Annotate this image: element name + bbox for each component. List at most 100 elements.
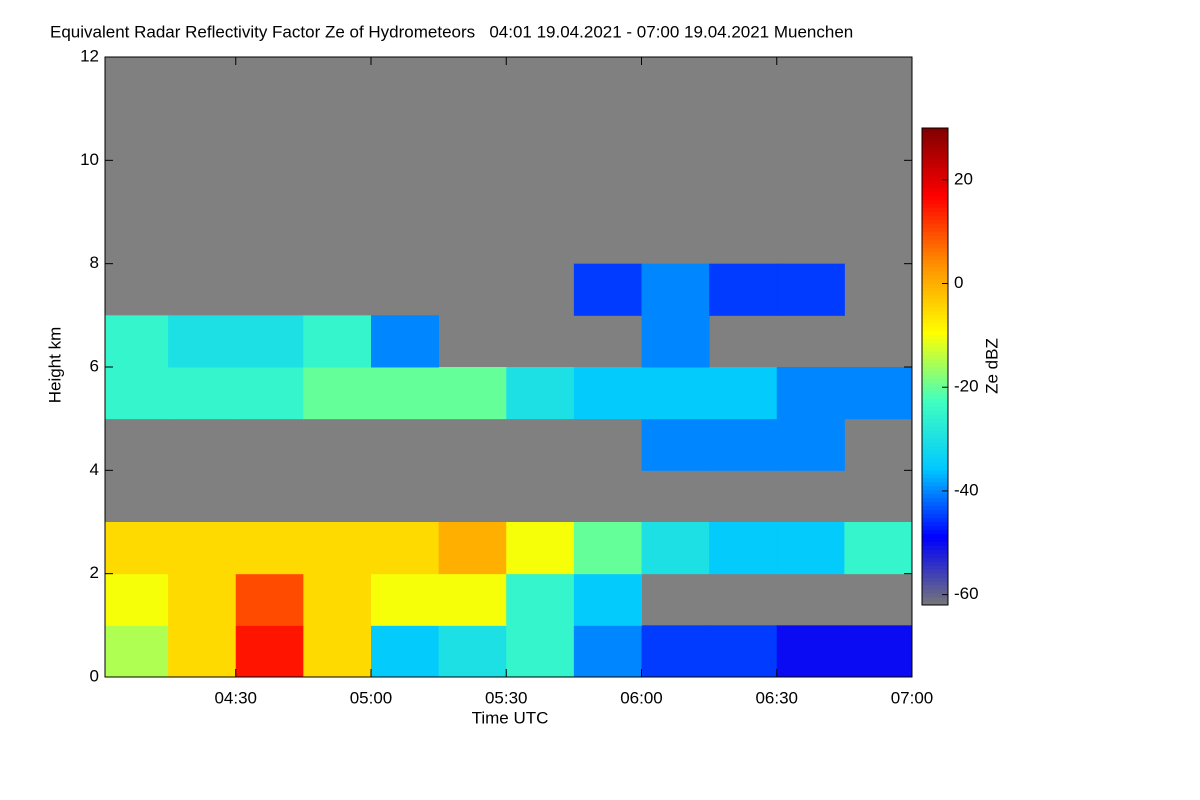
heatmap-cell — [235, 573, 304, 626]
colorbar-segment — [922, 473, 948, 479]
colorbar-segment — [922, 485, 948, 491]
colorbar-segment — [922, 318, 948, 324]
colorbar-segment — [922, 589, 948, 594]
colorbar-title: Ze dBZ — [982, 338, 1001, 394]
colorbar-segment — [922, 497, 948, 503]
colorbar-segment — [922, 135, 948, 141]
heatmap-cell — [303, 522, 372, 575]
colorbar-segment — [922, 294, 948, 300]
heatmap-cell — [168, 573, 237, 626]
colorbar-segment — [922, 457, 948, 463]
colorbar-segment — [922, 350, 948, 356]
colorbar-segment — [922, 366, 948, 371]
colorbar-segment — [922, 215, 948, 220]
colorbar-segment — [922, 287, 948, 292]
heatmap-cell — [641, 418, 710, 471]
heatmap-cell — [168, 367, 237, 420]
colorbar-segment — [922, 505, 948, 511]
heatmap-cell — [641, 367, 710, 420]
colorbar-segment — [922, 517, 948, 523]
colorbar-segment — [922, 577, 948, 582]
heatmap-cell — [105, 573, 169, 626]
heatmap-cell — [573, 367, 642, 420]
colorbar-segment — [922, 493, 948, 499]
colorbar-segment — [922, 314, 948, 320]
colorbar-segment — [922, 374, 948, 379]
colorbar-segment — [922, 310, 948, 316]
colorbar-segment — [922, 195, 948, 201]
y-tick-label: 10 — [80, 150, 99, 169]
colorbar-segment — [922, 298, 948, 304]
heatmap-cell — [844, 625, 913, 678]
x-tick-label: 04:30 — [214, 688, 257, 707]
colorbar-segment — [922, 434, 948, 439]
colorbar-segment — [922, 259, 948, 264]
colorbar-segment — [922, 275, 948, 280]
colorbar-segment — [922, 549, 948, 554]
colorbar-segment — [922, 255, 948, 260]
heatmap-cell — [438, 367, 507, 420]
colorbar-segment — [922, 481, 948, 487]
colorbar-segment — [922, 326, 948, 332]
colorbar-segment — [922, 223, 948, 228]
colorbar-tick-label: -20 — [954, 377, 979, 396]
colorbar-segment — [922, 573, 948, 578]
colorbar-segment — [922, 553, 948, 558]
colorbar-segment — [922, 442, 948, 447]
heatmap-cell — [506, 522, 575, 575]
colorbar-segment — [922, 569, 948, 574]
colorbar-segment — [922, 163, 948, 169]
colorbar-segment — [922, 302, 948, 308]
colorbar-segment — [922, 211, 948, 216]
colorbar-segment — [922, 537, 948, 542]
colorbar-segment — [922, 151, 948, 157]
colorbar-segment — [922, 235, 948, 240]
heatmap-cell — [709, 367, 778, 420]
x-tick-label: 06:30 — [755, 688, 798, 707]
heatmap-cell — [641, 315, 710, 368]
heatmap-cell — [709, 418, 778, 471]
chart-title: Equivalent Radar Reflectivity Factor Ze … — [50, 22, 853, 41]
heatmap-cell — [776, 263, 845, 316]
heatmap-cell — [235, 367, 304, 420]
y-tick-label: 8 — [90, 253, 99, 272]
heatmap-cell — [641, 263, 710, 316]
heatmap-cell — [370, 315, 440, 368]
colorbar-segment — [922, 438, 948, 443]
colorbar-segment — [922, 557, 948, 562]
colorbar-segment — [922, 446, 948, 451]
colorbar-segment — [922, 167, 948, 173]
colorbar-segment — [922, 386, 948, 391]
heatmap-cell — [573, 522, 642, 575]
colorbar-segment — [922, 179, 948, 185]
colorbar-segment — [922, 231, 948, 236]
colorbar-segment — [922, 370, 948, 375]
heatmap-cell — [303, 625, 372, 678]
heatmap-cell — [105, 625, 169, 678]
heatmap-cell — [235, 625, 304, 678]
colorbar-segment — [922, 394, 948, 399]
colorbar-segment — [922, 187, 948, 193]
colorbar-segment — [922, 354, 948, 360]
y-tick-label: 2 — [90, 563, 99, 582]
colorbar-segment — [922, 414, 948, 419]
colorbar-segment — [922, 378, 948, 383]
heatmap-cell — [168, 625, 237, 678]
colorbar-segment — [922, 601, 948, 606]
colorbar-segment — [922, 131, 948, 137]
colorbar-segment — [922, 263, 948, 268]
colorbar-segment — [922, 430, 948, 435]
heatmap-cell — [641, 625, 710, 678]
colorbar-segment — [922, 203, 948, 208]
colorbar-segment — [922, 513, 948, 519]
heatmap-cell — [776, 418, 845, 471]
heatmap-cell — [573, 573, 642, 626]
colorbar-segment — [922, 290, 948, 296]
colorbar-segment — [922, 159, 948, 165]
colorbar-segment — [922, 358, 948, 364]
colorbar-tick-label: 0 — [954, 273, 963, 292]
heatmap-cell — [105, 522, 169, 575]
y-tick-label: 4 — [90, 460, 99, 479]
heatmap-cell — [506, 625, 575, 678]
colorbar-segment — [922, 541, 948, 546]
